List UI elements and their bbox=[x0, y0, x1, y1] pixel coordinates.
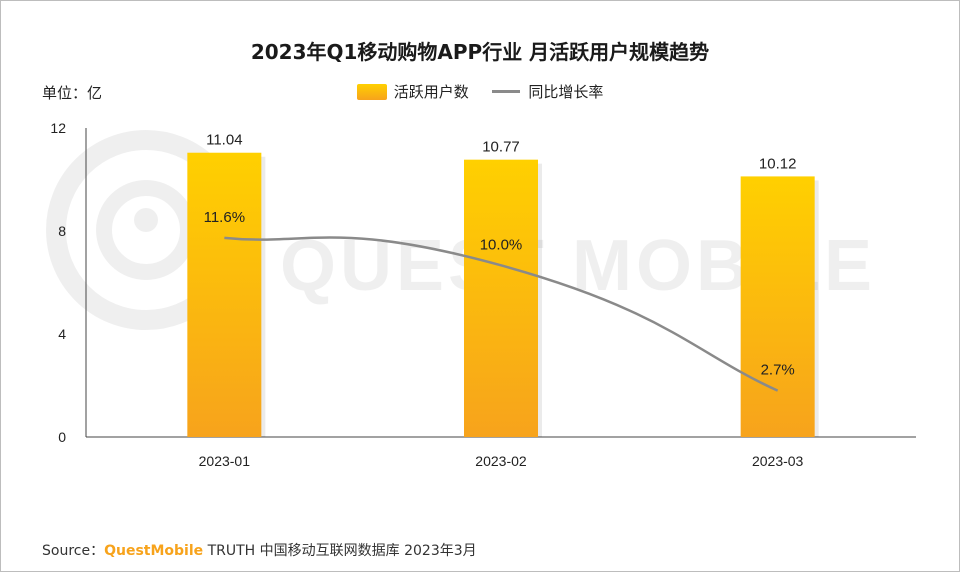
source-note: Source：QuestMobile TRUTH 中国移动互联网数据库 2023… bbox=[42, 540, 477, 560]
watermark-dot bbox=[134, 208, 158, 232]
unit-label: 单位：亿 bbox=[42, 84, 103, 102]
bar-value-label: 10.77 bbox=[482, 139, 520, 156]
data-labels: 11.04 10.77 10.12 11.6% 10.0% 2.7% bbox=[204, 132, 797, 379]
source-prefix: Source： bbox=[42, 543, 105, 559]
bars bbox=[187, 152, 819, 438]
bar bbox=[740, 176, 815, 437]
growth-value-label: 11.6% bbox=[204, 209, 245, 226]
legend-bar-swatch bbox=[357, 84, 387, 100]
x-tick-label: 2023-03 bbox=[752, 453, 804, 469]
bar bbox=[187, 152, 262, 437]
x-tick-label: 2023-02 bbox=[475, 453, 527, 469]
source-brand: QuestMobile bbox=[104, 543, 204, 559]
growth-value-label: 10.0% bbox=[480, 236, 523, 253]
growth-line-path bbox=[224, 236, 779, 392]
legend-item-bar: 活跃用户数 bbox=[357, 81, 469, 102]
chart-title: 2023年Q1移动购物APP行业 月活跃用户规模趋势 bbox=[250, 40, 710, 64]
growth-line bbox=[224, 236, 779, 392]
growth-value-label: 2.7% bbox=[761, 362, 795, 379]
source-text: TRUTH 中国移动互联网数据库 2023年3月 bbox=[203, 543, 477, 559]
legend-line-swatch bbox=[491, 90, 520, 93]
legend-bar-label: 活跃用户数 bbox=[393, 83, 469, 101]
legend-item-line: 同比增长率 bbox=[491, 81, 604, 102]
x-tick-label: 2023-01 bbox=[199, 453, 251, 469]
bar bbox=[464, 159, 538, 438]
legend-line-label: 同比增长率 bbox=[528, 83, 604, 101]
bar-value-label: 11.04 bbox=[206, 132, 242, 149]
y-tick-label: 0 bbox=[58, 429, 66, 445]
y-tick-label: 4 bbox=[58, 326, 66, 342]
y-tick-label: 8 bbox=[58, 223, 66, 239]
bar-value-label: 10.12 bbox=[759, 155, 797, 172]
legend: 活跃用户数 同比增长率 bbox=[357, 81, 621, 102]
y-tick-label: 12 bbox=[50, 120, 66, 136]
